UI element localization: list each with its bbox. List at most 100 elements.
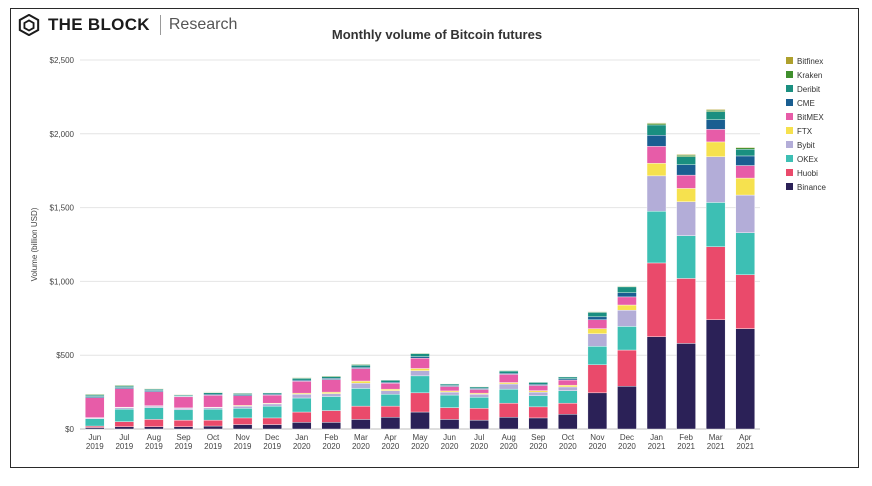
block-logo-icon: [18, 14, 40, 36]
bar-segment-huobi: [498, 402, 519, 418]
bar-segment-bitmex: [292, 381, 312, 394]
legend-label-bybit: Bybit: [797, 141, 816, 150]
bar-segment-huobi: [676, 278, 696, 344]
bar-segment-kraken: [676, 155, 696, 157]
bar-segment-bitmex: [380, 383, 401, 390]
bar-segment-deribit: [528, 382, 548, 385]
bar-segment-bybit: [587, 333, 608, 347]
bar-segment-deribit: [676, 156, 696, 165]
bar-segment-bybit: [292, 394, 312, 399]
bar-segment-binance: [498, 416, 519, 430]
x-tick-label-month: Jan: [650, 433, 663, 442]
x-tick-label-year: 2019: [115, 442, 133, 451]
bar-segment-okex: [351, 388, 371, 407]
legend-label-cme: CME: [797, 99, 815, 108]
bar-segment-binance: [173, 426, 194, 430]
bar-segment-huobi: [114, 421, 135, 427]
x-tick-label-year: 2019: [175, 442, 193, 451]
bar-segment-binance: [144, 426, 164, 430]
y-tick-label: $0: [65, 425, 74, 434]
bar-segment-bitmex: [321, 379, 342, 393]
bar-segment-okex: [173, 409, 194, 421]
bar-segment-bitmex: [735, 165, 755, 179]
bar-segment-okex: [735, 232, 755, 275]
bar-segment-binance: [380, 416, 401, 430]
bar-segment-bybit: [528, 391, 548, 396]
bar-segment-bitmex: [203, 395, 223, 408]
bar-segment-bybit: [321, 393, 342, 397]
bar-segment-okex: [321, 396, 342, 411]
legend-swatch-binance: [786, 183, 793, 190]
legend-label-huobi: Huobi: [797, 169, 818, 178]
y-tick-label: $500: [56, 351, 74, 360]
bar-segment-okex: [144, 407, 164, 420]
x-tick-label-year: 2020: [352, 442, 370, 451]
x-tick-label-month: Oct: [562, 433, 575, 442]
x-tick-label-month: Aug: [502, 433, 516, 442]
bar-segment-binance: [735, 328, 755, 430]
bar-segment-bitmex: [232, 395, 253, 406]
legend-swatch-cme: [786, 99, 793, 106]
bar-segment-binance: [203, 425, 223, 430]
bar-segment-bitmex: [114, 388, 135, 408]
bar-segment-kraken: [646, 123, 667, 126]
bar-segment-okex: [85, 418, 105, 427]
bar-segment-kraken: [705, 109, 726, 112]
x-tick-label-month: Nov: [590, 433, 604, 442]
bar-segment-cme: [735, 155, 755, 166]
legend-swatch-deribit: [786, 85, 793, 92]
bar-segment-bybit: [351, 383, 371, 389]
legend-label-okex: OKEx: [797, 155, 818, 164]
bar-segment-binance: [705, 319, 726, 430]
bar-segment-bitfinex: [705, 109, 726, 111]
bar-segment-huobi: [617, 349, 637, 387]
bar-segment-deribit: [114, 385, 135, 388]
bar-segment-ftx: [617, 304, 637, 311]
x-tick-label-year: 2020: [470, 442, 488, 451]
x-tick-label-month: Aug: [147, 433, 161, 442]
bar-segment-bybit: [676, 201, 696, 236]
x-tick-label-year: 2020: [500, 442, 518, 451]
x-tick-label-month: May: [412, 433, 427, 442]
x-tick-label-month: Mar: [354, 433, 368, 442]
brand-subtitle: Research: [168, 16, 238, 33]
x-tick-label-year: 2019: [86, 442, 104, 451]
y-tick-label: $1,000: [50, 277, 75, 286]
legend-swatch-bitmex: [786, 113, 793, 120]
bar-segment-okex: [262, 405, 282, 419]
bar-segment-deribit: [587, 312, 608, 318]
x-tick-label-month: Feb: [324, 433, 338, 442]
bar-segment-huobi: [292, 411, 312, 423]
bar-segment-ftx: [676, 188, 696, 202]
legend-swatch-okex: [786, 155, 793, 162]
bar-segment-cme: [646, 135, 667, 147]
x-tick-label-year: 2020: [322, 442, 340, 451]
x-tick-label-year: 2021: [648, 442, 666, 451]
bar-segment-bybit: [735, 194, 755, 233]
x-tick-label-month: Jun: [88, 433, 101, 442]
x-tick-label-year: 2020: [382, 442, 400, 451]
y-tick-label: $1,500: [50, 204, 75, 213]
bar-segment-binance: [262, 424, 282, 430]
bar-segment-huobi: [469, 408, 489, 421]
bar-segment-deribit: [351, 364, 371, 368]
x-tick-label-year: 2020: [618, 442, 636, 451]
bar-segment-bitmex: [262, 394, 282, 404]
bar-segment-cme: [617, 292, 637, 298]
bar-segment-binance: [439, 419, 460, 430]
bar-segment-okex: [410, 375, 430, 394]
x-tick-label-month: Oct: [207, 433, 220, 442]
bar-segment-bitmex: [558, 379, 578, 386]
x-tick-label-month: Sep: [531, 433, 546, 442]
bar-segment-cme: [705, 119, 726, 130]
bar-segment-deribit: [203, 392, 223, 395]
bar-segment-ftx: [351, 380, 371, 384]
bar-segment-binance: [292, 422, 312, 430]
bar-segment-huobi: [735, 274, 755, 329]
x-tick-label-month: Nov: [235, 433, 249, 442]
bar-segment-ftx: [558, 384, 578, 388]
x-tick-label-year: 2020: [293, 442, 311, 451]
legend-swatch-huobi: [786, 169, 793, 176]
y-tick-label: $2,500: [50, 56, 75, 65]
